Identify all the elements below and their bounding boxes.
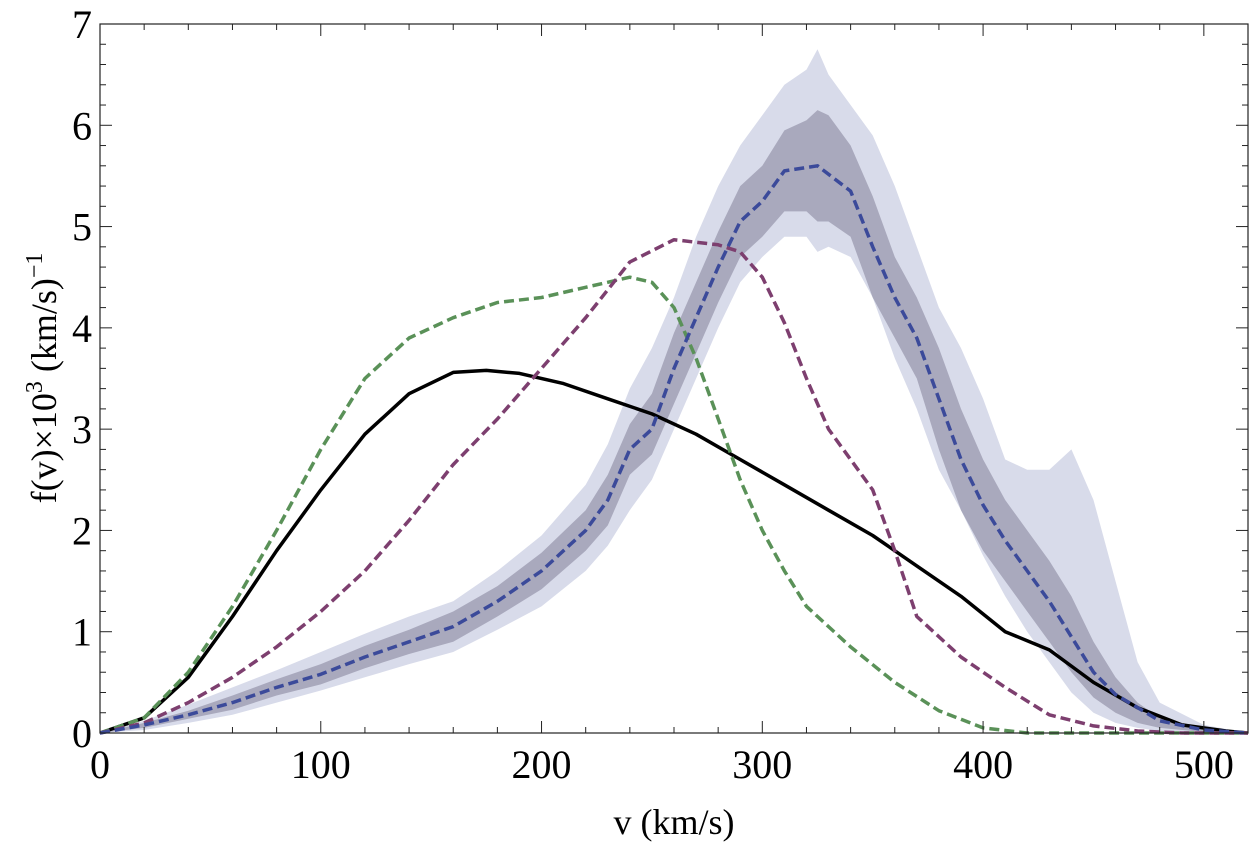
y-tick-label: 1: [72, 610, 92, 655]
x-tick-label: 500: [1174, 742, 1234, 787]
series-lines: [99, 164, 1249, 735]
y-tick-label: 0: [72, 711, 92, 756]
y-tick-label: 3: [72, 407, 92, 452]
x-tick-label: 300: [732, 742, 792, 787]
y-axis-title: f(v)×103 (km/s)−1: [22, 253, 64, 504]
uncertainty-bands: [100, 49, 1248, 734]
y-tick-label: 7: [72, 2, 92, 47]
x-axis-title: v (km/s): [614, 802, 735, 842]
y-axis-title-main: f(v)×10: [24, 393, 64, 503]
y-tick-label: 4: [72, 306, 92, 351]
series-green-dashed: [99, 275, 1248, 735]
x-tick-label: 400: [953, 742, 1013, 787]
y-axis-title-unit-exponent: −1: [22, 253, 48, 279]
y-tick-label: 6: [72, 103, 92, 148]
y-tick-label: 2: [72, 508, 92, 553]
y-axis-title-exponent: 3: [22, 381, 48, 393]
axis-ticks: [99, 23, 1249, 734]
series-black-solid: [99, 368, 1249, 735]
x-tick-label: 0: [90, 742, 110, 787]
series-purple-dashed: [99, 237, 1248, 735]
x-tick-label: 200: [512, 742, 572, 787]
tick-labels: 0 100 200 300 400 500 0 1 2 3 4 5 6 7: [72, 2, 1234, 787]
y-tick-label: 5: [72, 205, 92, 250]
y-axis-title-unit: (km/s): [24, 278, 64, 381]
series-blue-dashed: [99, 164, 1249, 735]
x-tick-label: 100: [291, 742, 351, 787]
